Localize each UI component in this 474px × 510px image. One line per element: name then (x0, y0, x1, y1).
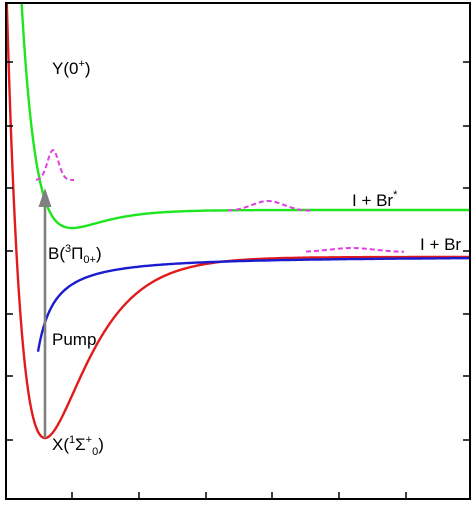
wavepacket-upper-asymptote (227, 200, 313, 212)
x-state-label: X(1Σ+0) (52, 434, 104, 458)
asymptote-lower-label: I + Br (420, 235, 461, 254)
axis-ticks (6, 61, 470, 499)
pump-label: Pump (52, 330, 96, 349)
arrow-up-icon (38, 188, 52, 438)
y-state-curve (36, 256, 470, 352)
y-state-label: Y(0+) (52, 58, 91, 78)
wavepacket-excited (35, 148, 74, 181)
wavepacket-lower-asymptote (305, 247, 405, 253)
pump-arrow-head (38, 188, 52, 207)
b-state-label: B(3Π0+) (48, 243, 102, 266)
asymptote-upper-label: I + Br* (352, 189, 398, 210)
b-state-curve (20, 3, 470, 230)
